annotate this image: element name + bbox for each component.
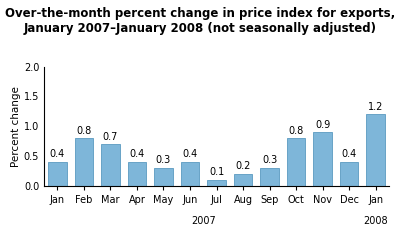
Bar — [48, 162, 67, 186]
Bar — [207, 180, 226, 186]
Text: 0.4: 0.4 — [342, 149, 357, 159]
Text: 0.1: 0.1 — [209, 167, 224, 177]
Text: 0.3: 0.3 — [262, 155, 277, 165]
Bar — [367, 114, 385, 186]
Text: 0.3: 0.3 — [156, 155, 171, 165]
Text: 0.8: 0.8 — [288, 126, 304, 136]
Text: 0.4: 0.4 — [50, 149, 65, 159]
Bar — [75, 138, 93, 186]
Text: 0.7: 0.7 — [103, 132, 118, 142]
Bar — [154, 168, 173, 186]
Bar — [260, 168, 279, 186]
Bar — [128, 162, 146, 186]
Bar — [101, 144, 120, 186]
Bar — [234, 174, 252, 186]
Bar — [313, 132, 332, 186]
Text: 0.2: 0.2 — [235, 161, 251, 171]
Text: 0.4: 0.4 — [182, 149, 198, 159]
Text: 0.8: 0.8 — [76, 126, 91, 136]
Text: 0.4: 0.4 — [130, 149, 145, 159]
Y-axis label: Percent change: Percent change — [11, 86, 21, 167]
Bar — [287, 138, 306, 186]
Text: 2007: 2007 — [191, 216, 216, 226]
Text: 1.2: 1.2 — [368, 102, 383, 112]
Bar — [181, 162, 199, 186]
Bar — [340, 162, 358, 186]
Text: Over-the-month percent change in price index for exports,
January 2007–January 2: Over-the-month percent change in price i… — [5, 7, 396, 35]
Text: 0.9: 0.9 — [315, 120, 330, 130]
Text: 2008: 2008 — [363, 216, 388, 226]
